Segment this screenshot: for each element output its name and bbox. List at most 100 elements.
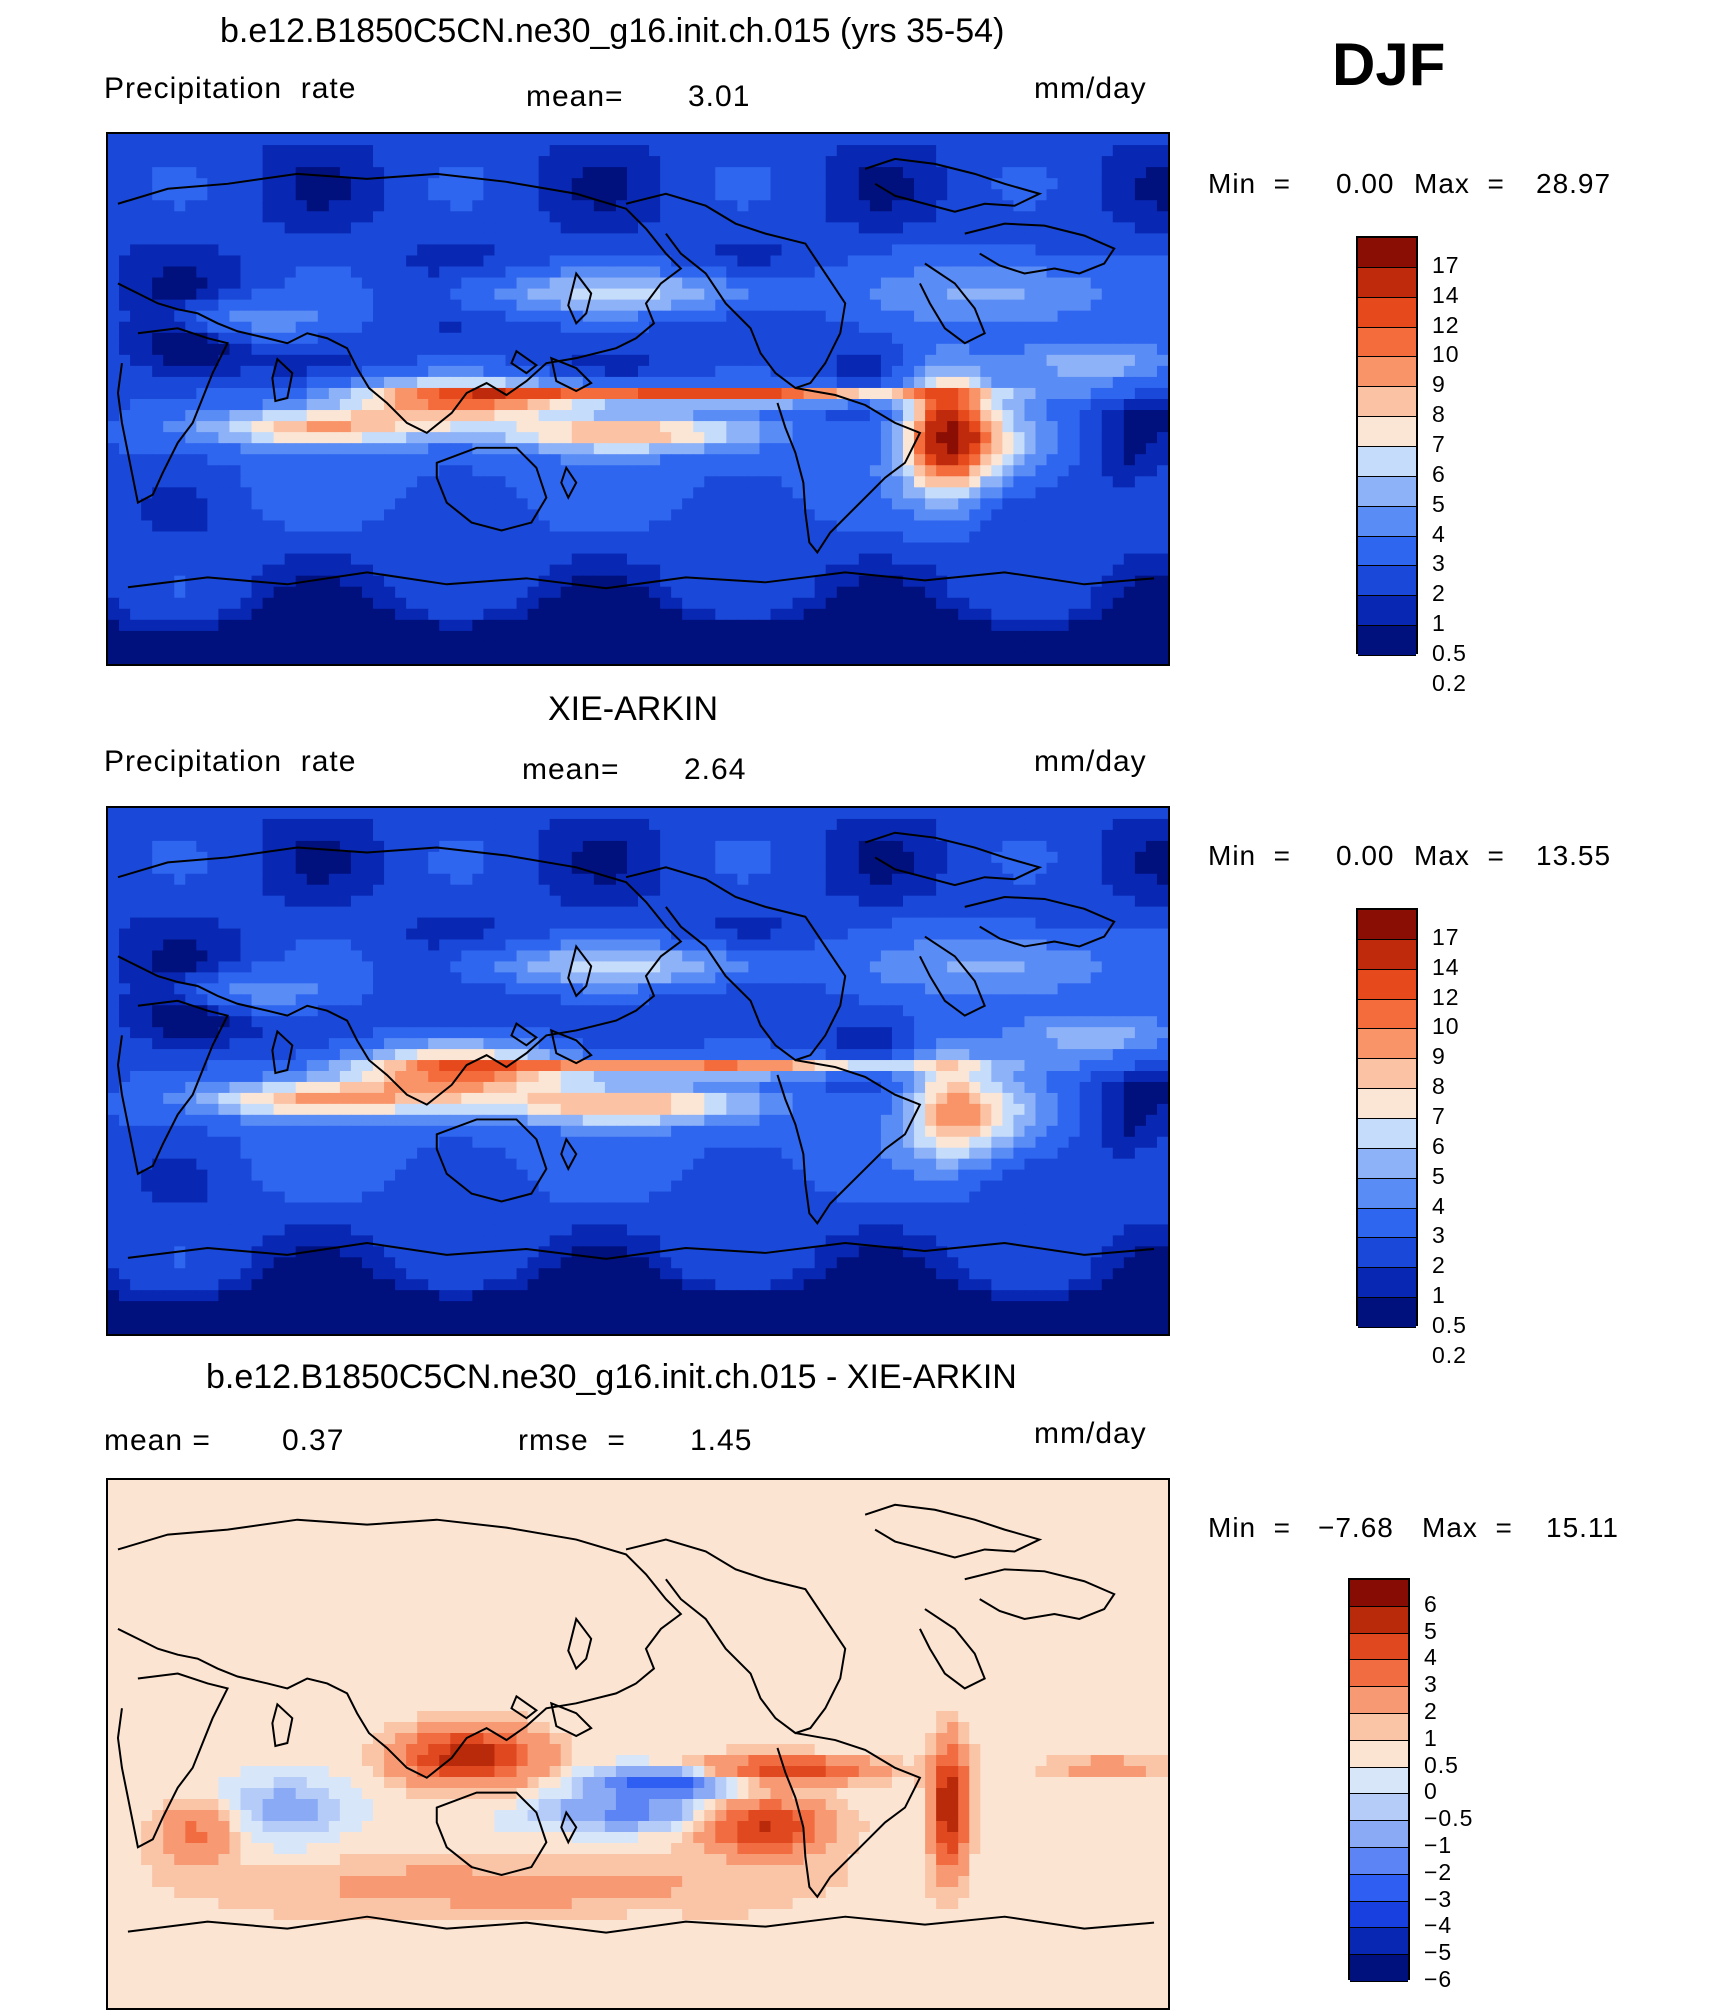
- colorbar-tick-label: 0: [1424, 1778, 1438, 1805]
- colorbar-tick-label: 0.2: [1432, 670, 1467, 697]
- colorbar-segment: [1358, 357, 1416, 387]
- colorbar-tick-label: 4: [1424, 1644, 1438, 1671]
- colorbar-tick-label: 12: [1432, 984, 1460, 1011]
- panel1-max-value: 28.97: [1536, 168, 1611, 200]
- colorbar-segment: [1358, 537, 1416, 567]
- colorbar-segment: [1358, 1029, 1416, 1059]
- panel3-min-value: −7.68: [1318, 1512, 1394, 1544]
- colorbar-tick-label: −0.5: [1424, 1805, 1473, 1832]
- colorbar-segment: [1350, 1821, 1408, 1848]
- colorbar-tick-label: 0.5: [1432, 1312, 1467, 1339]
- colorbar-tick-label: 2: [1432, 580, 1446, 607]
- colorbar-segment: [1358, 387, 1416, 417]
- panel2-min-value: 0.00: [1336, 840, 1395, 872]
- colorbar-tick-label: 1: [1432, 1282, 1446, 1309]
- panel2-max-label: Max =: [1414, 840, 1505, 872]
- colorbar-segment: [1350, 1794, 1408, 1821]
- panel3-map: [106, 1478, 1170, 2010]
- colorbar-tick-label: −4: [1424, 1912, 1452, 1939]
- colorbar-segment: [1350, 1848, 1408, 1875]
- colorbar-tick-label: 14: [1432, 282, 1460, 309]
- colorbar-segment: [1350, 1768, 1408, 1795]
- colorbar-segment: [1350, 1660, 1408, 1687]
- colorbar-tick-label: 6: [1432, 1133, 1446, 1160]
- colorbar-segment: [1358, 1119, 1416, 1149]
- colorbar-tick-label: 9: [1432, 371, 1446, 398]
- colorbar-tick-label: 6: [1432, 461, 1446, 488]
- panel1-title: b.e12.B1850C5CN.ne30_g16.init.ch.015 (yr…: [220, 12, 1004, 51]
- panel3-rmse-label: rmse =: [518, 1424, 626, 1458]
- panel1-units: mm/day: [1034, 72, 1147, 106]
- colorbar-tick-label: 8: [1432, 401, 1446, 428]
- colorbar-segment: [1358, 596, 1416, 626]
- colorbar-segment: [1358, 268, 1416, 298]
- colorbar-tick-label: 1: [1432, 610, 1446, 637]
- panel2-max-value: 13.55: [1536, 840, 1611, 872]
- colorbar-tick-label: 6: [1424, 1591, 1438, 1618]
- colorbar-tick-label: 3: [1432, 550, 1446, 577]
- panel3-rmse-value: 1.45: [690, 1424, 752, 1458]
- colorbar-tick-label: 3: [1424, 1671, 1438, 1698]
- colorbar-segment: [1350, 1955, 1408, 1982]
- panel2-mean-label: mean=: [522, 753, 620, 787]
- colorbar-segment: [1358, 447, 1416, 477]
- panel2-mean-value: 2.64: [684, 753, 746, 787]
- colorbar-segment: [1350, 1580, 1408, 1607]
- colorbar-segment: [1358, 328, 1416, 358]
- colorbar-segment: [1358, 1089, 1416, 1119]
- colorbar-segment: [1358, 940, 1416, 970]
- colorbar-tick-label: 10: [1432, 341, 1460, 368]
- panel1-mean-label: mean=: [526, 80, 624, 114]
- panel2-colorbar: [1356, 908, 1418, 1326]
- colorbar-segment: [1358, 1000, 1416, 1030]
- panel1-colorbar: [1356, 236, 1418, 654]
- colorbar-tick-label: 7: [1432, 431, 1446, 458]
- colorbar-tick-label: 17: [1432, 924, 1460, 951]
- colorbar-segment: [1358, 417, 1416, 447]
- panel3-title: b.e12.B1850C5CN.ne30_g16.init.ch.015 - X…: [206, 1358, 1017, 1397]
- colorbar-tick-label: 2: [1432, 1252, 1446, 1279]
- panel2-title: XIE-ARKIN: [548, 690, 718, 729]
- colorbar-tick-label: −3: [1424, 1886, 1452, 1913]
- colorbar-tick-label: 7: [1432, 1103, 1446, 1130]
- colorbar-segment: [1358, 507, 1416, 537]
- colorbar-tick-label: 0.5: [1424, 1752, 1459, 1779]
- colorbar-segment: [1358, 626, 1416, 656]
- colorbar-segment: [1358, 1268, 1416, 1298]
- colorbar-tick-label: −5: [1424, 1939, 1452, 1966]
- panel3-min-label: Min =: [1208, 1512, 1291, 1544]
- colorbar-segment: [1350, 1902, 1408, 1929]
- colorbar-tick-label: 8: [1432, 1073, 1446, 1100]
- colorbar-tick-label: 4: [1432, 521, 1446, 548]
- colorbar-segment: [1358, 1209, 1416, 1239]
- colorbar-segment: [1358, 1059, 1416, 1089]
- colorbar-tick-label: 14: [1432, 954, 1460, 981]
- panel1-max-label: Max =: [1414, 168, 1505, 200]
- colorbar-segment: [1358, 1298, 1416, 1328]
- colorbar-segment: [1358, 477, 1416, 507]
- panel1-variable-label: Precipitation rate: [104, 72, 356, 106]
- colorbar-tick-label: 17: [1432, 252, 1460, 279]
- colorbar-segment: [1350, 1714, 1408, 1741]
- colorbar-segment: [1358, 1179, 1416, 1209]
- colorbar-tick-label: −1: [1424, 1832, 1452, 1859]
- panel2-map: [106, 806, 1170, 1336]
- panel2-units: mm/day: [1034, 745, 1147, 779]
- colorbar-tick-label: 9: [1432, 1043, 1446, 1070]
- colorbar-segment: [1350, 1741, 1408, 1768]
- season-label: DJF: [1332, 30, 1445, 99]
- colorbar-segment: [1350, 1634, 1408, 1661]
- panel3-mean-value: 0.37: [282, 1424, 344, 1458]
- colorbar-segment: [1358, 566, 1416, 596]
- colorbar-segment: [1350, 1928, 1408, 1955]
- colorbar-tick-label: 10: [1432, 1013, 1460, 1040]
- colorbar-tick-label: 2: [1424, 1698, 1438, 1725]
- colorbar-segment: [1358, 1238, 1416, 1268]
- colorbar-segment: [1350, 1875, 1408, 1902]
- colorbar-tick-label: 0.2: [1432, 1342, 1467, 1369]
- colorbar-tick-label: 4: [1432, 1193, 1446, 1220]
- panel1-min-label: Min =: [1208, 168, 1291, 200]
- colorbar-tick-label: 3: [1432, 1222, 1446, 1249]
- colorbar-segment: [1358, 910, 1416, 940]
- colorbar-tick-label: 12: [1432, 312, 1460, 339]
